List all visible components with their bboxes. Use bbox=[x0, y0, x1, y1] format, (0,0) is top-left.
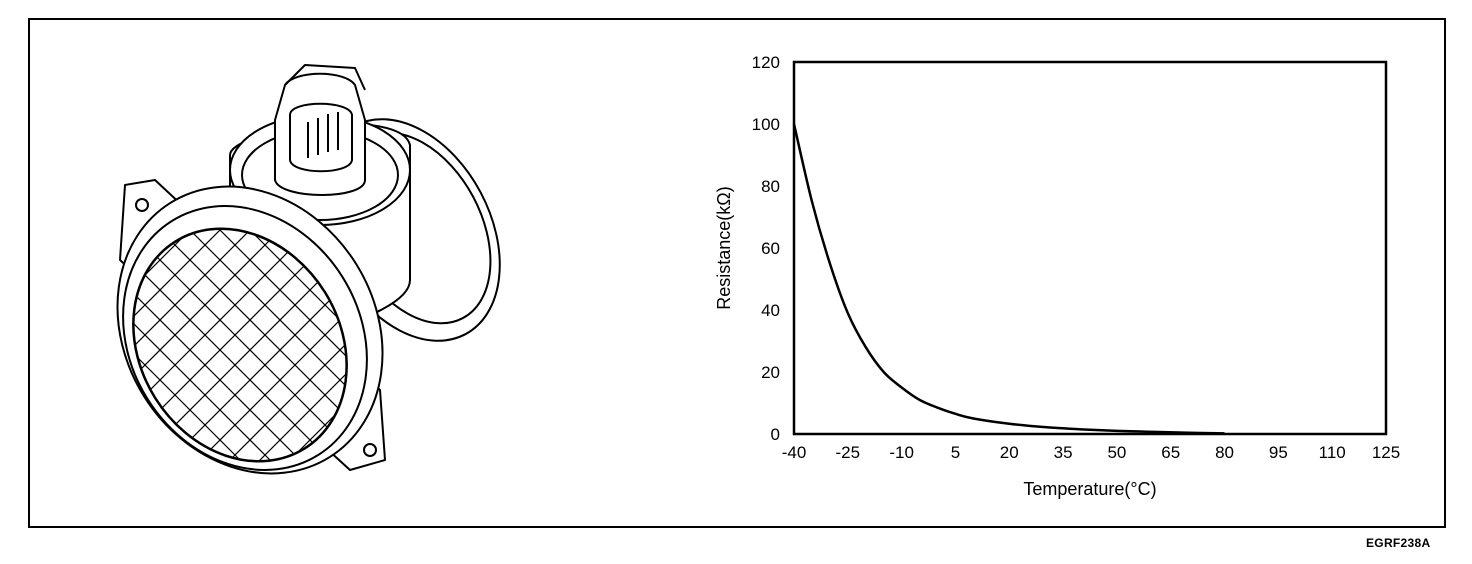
x-tick-label: -40 bbox=[782, 443, 807, 462]
resistance-temperature-chart: -40 -25 -10 5 20 35 50 65 80 95 110 125 0 20 40 60 80 10… bbox=[714, 53, 1400, 499]
y-tick-label: 100 bbox=[752, 115, 780, 134]
x-tick-label: 95 bbox=[1269, 443, 1288, 462]
mass-air-flow-sensor-icon bbox=[90, 64, 501, 490]
x-tick-label: 65 bbox=[1161, 443, 1180, 462]
x-tick-label: 5 bbox=[951, 443, 960, 462]
y-tick-label: 120 bbox=[752, 53, 780, 72]
figure-frame bbox=[28, 18, 1446, 528]
x-tick-labels: -40 -25 -10 5 20 35 50 65 80 95 110 125 bbox=[782, 443, 1400, 462]
plot-area bbox=[792, 60, 1388, 436]
y-tick-label: 20 bbox=[761, 363, 780, 382]
x-tick-label: 80 bbox=[1215, 443, 1234, 462]
y-tick-label: 60 bbox=[761, 239, 780, 258]
x-tick-label: 110 bbox=[1319, 443, 1346, 462]
y-axis-label: Resistance(kΩ) bbox=[714, 186, 734, 310]
x-tick-label: -10 bbox=[889, 443, 914, 462]
figure-code: EGRF238A bbox=[1366, 536, 1431, 550]
x-tick-label: -25 bbox=[836, 443, 861, 462]
x-axis-label: Temperature(°C) bbox=[1023, 479, 1156, 499]
resistance-curve bbox=[792, 123, 1225, 435]
x-tick-label: 50 bbox=[1107, 443, 1126, 462]
x-tick-label: 20 bbox=[1000, 443, 1019, 462]
x-tick-label: 35 bbox=[1054, 443, 1073, 462]
y-tick-label: 0 bbox=[771, 425, 780, 444]
y-tick-label: 80 bbox=[761, 177, 780, 196]
y-tick-labels: 0 20 40 60 80 100 120 bbox=[752, 53, 780, 444]
y-tick-label: 40 bbox=[761, 301, 780, 320]
x-tick-label: 125 bbox=[1372, 443, 1400, 462]
